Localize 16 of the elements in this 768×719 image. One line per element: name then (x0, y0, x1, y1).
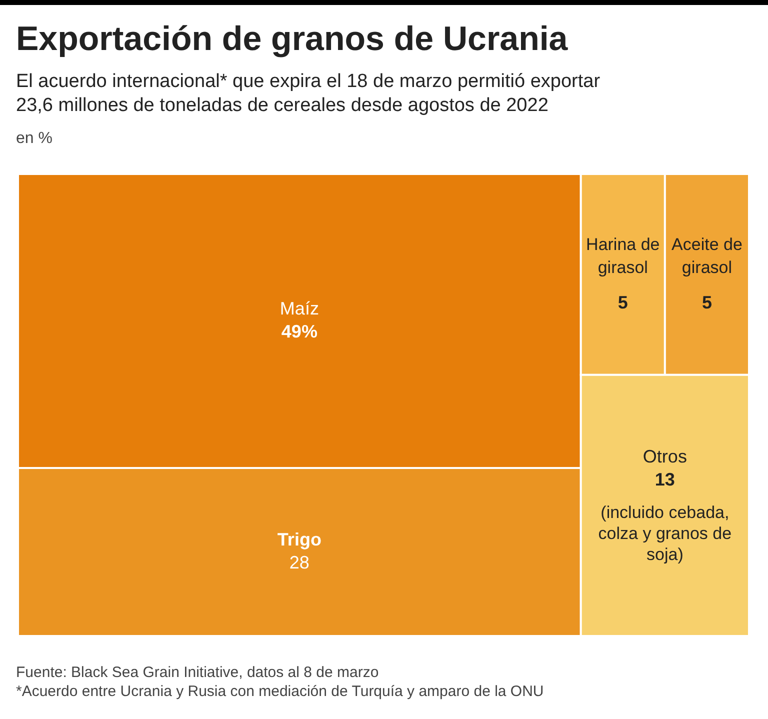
data-label: 13 (654, 469, 675, 490)
category-label: Trigo (277, 529, 322, 550)
category-label: Maíz (280, 298, 319, 318)
text: Exportación de granos de Ucrania (16, 20, 568, 59)
data-label: 5 (702, 292, 712, 312)
text: (incluido cebada, colza y granos de soja) (598, 503, 732, 564)
source-note: Fuente: Black Sea Grain Initiative, datos al 8 de marzo (16, 664, 379, 681)
data-label: 49% (281, 321, 318, 342)
data-label: 28 (289, 552, 310, 572)
category-label: Otros (642, 446, 687, 466)
text: *Acuerdo entre Ucrania y Rusia con mediación de Turquía y amparo de la ONU (16, 683, 544, 700)
category-label: Harina de girasol (586, 235, 660, 278)
text: El acuerdo internacional* que expira el 18 de marzo permitió exportar 23,6 millones de toneladas de cereales desde agostos de 2022 (16, 70, 602, 118)
data-label: 5 (618, 292, 628, 312)
category-label: Aceite de girasol (672, 235, 742, 278)
text: en % (16, 130, 52, 148)
